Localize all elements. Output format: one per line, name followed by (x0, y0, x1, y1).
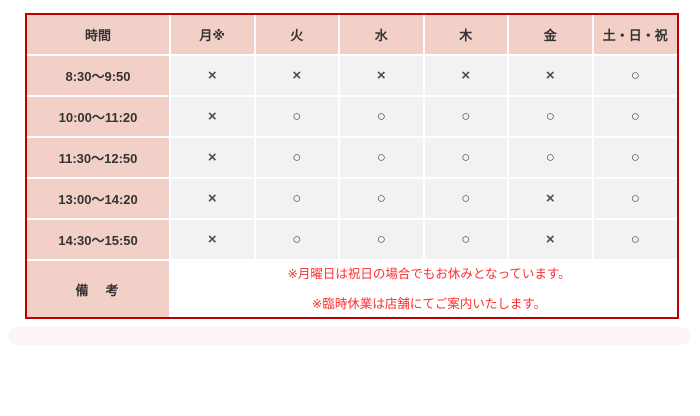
availability-mark: ○ (253, 218, 340, 261)
page-section-shadow (8, 327, 690, 345)
availability-mark: × (253, 54, 340, 97)
schedule-table: 時間 月※ 火 水 木 金 土・日・祝 8:30～9:50 × × × × × … (27, 15, 677, 317)
availability-mark: ○ (422, 218, 509, 261)
availability-mark: ○ (253, 136, 340, 179)
column-header-thursday: 木 (422, 15, 509, 56)
availability-mark: × (169, 177, 256, 220)
availability-mark: ○ (591, 136, 677, 179)
availability-mark: ○ (253, 177, 340, 220)
column-header-monday: 月※ (169, 15, 256, 56)
availability-mark: ○ (422, 177, 509, 220)
column-header-weekend-holiday: 土・日・祝 (591, 15, 677, 56)
availability-mark: ○ (338, 218, 425, 261)
availability-mark: ○ (422, 136, 509, 179)
time-slot-label: 11:30～12:50 (27, 136, 171, 179)
table-row: 13:00～14:20 × ○ ○ ○ × ○ (27, 177, 677, 220)
availability-mark: ○ (591, 177, 677, 220)
remarks-label: 備 考 (27, 259, 171, 317)
availability-mark: ○ (591, 218, 677, 261)
availability-mark: × (338, 54, 425, 97)
time-slot-label: 14:30～15:50 (27, 218, 171, 261)
column-header-wednesday: 水 (338, 15, 425, 56)
availability-mark: × (507, 177, 594, 220)
availability-mark: ○ (591, 54, 677, 97)
column-header-time: 時間 (27, 15, 171, 56)
business-hours-table: 時間 月※ 火 水 木 金 土・日・祝 8:30～9:50 × × × × × … (25, 13, 679, 319)
availability-mark: ○ (422, 95, 509, 138)
availability-mark: ○ (338, 136, 425, 179)
table-row: 11:30～12:50 × ○ ○ ○ ○ ○ (27, 136, 677, 179)
time-slot-label: 8:30～9:50 (27, 54, 171, 97)
availability-mark: × (169, 54, 256, 97)
availability-mark: × (169, 136, 256, 179)
availability-mark: ○ (253, 95, 340, 138)
availability-mark: × (169, 218, 256, 261)
remarks-content: ※月曜日は祝日の場合でもお休みとなっています。 ※臨時休業は店舗にてご案内いたし… (169, 259, 677, 317)
table-row: 8:30～9:50 × × × × × ○ (27, 54, 677, 97)
availability-mark: × (507, 218, 594, 261)
availability-mark: × (507, 54, 594, 97)
availability-mark: ○ (338, 95, 425, 138)
column-header-tuesday: 火 (253, 15, 340, 56)
table-row: 14:30～15:50 × ○ ○ ○ × ○ (27, 218, 677, 261)
time-slot-label: 13:00～14:20 (27, 177, 171, 220)
column-header-friday: 金 (507, 15, 594, 56)
remark-note-monday-holiday: ※月曜日は祝日の場合でもお休みとなっています。 (287, 267, 571, 281)
availability-mark: × (422, 54, 509, 97)
table-row: 10:00～11:20 × ○ ○ ○ ○ ○ (27, 95, 677, 138)
availability-mark: ○ (591, 95, 677, 138)
remarks-row: 備 考 ※月曜日は祝日の場合でもお休みとなっています。 ※臨時休業は店舗にてご案… (27, 259, 677, 317)
header-row: 時間 月※ 火 水 木 金 土・日・祝 (27, 15, 677, 56)
remark-note-temporary-closure: ※臨時休業は店舗にてご案内いたします。 (311, 297, 547, 311)
availability-mark: ○ (507, 136, 594, 179)
time-slot-label: 10:00～11:20 (27, 95, 171, 138)
availability-mark: ○ (507, 95, 594, 138)
availability-mark: × (169, 95, 256, 138)
availability-mark: ○ (338, 177, 425, 220)
